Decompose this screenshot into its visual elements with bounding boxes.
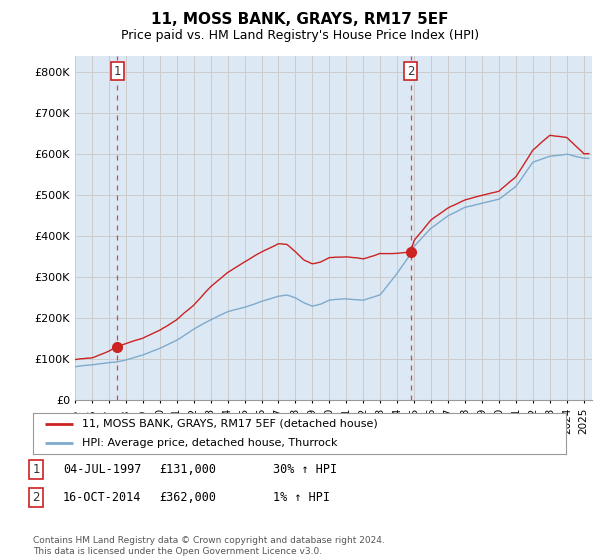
Text: 1% ↑ HPI: 1% ↑ HPI (273, 491, 330, 505)
Text: 2: 2 (407, 64, 415, 78)
Text: 11, MOSS BANK, GRAYS, RM17 5EF: 11, MOSS BANK, GRAYS, RM17 5EF (151, 12, 449, 27)
Text: 1: 1 (113, 64, 121, 78)
Text: 1: 1 (32, 463, 40, 477)
Text: 16-OCT-2014: 16-OCT-2014 (63, 491, 142, 505)
Text: 11, MOSS BANK, GRAYS, RM17 5EF (detached house): 11, MOSS BANK, GRAYS, RM17 5EF (detached… (82, 419, 378, 429)
Text: Contains HM Land Registry data © Crown copyright and database right 2024.
This d: Contains HM Land Registry data © Crown c… (33, 536, 385, 556)
Text: HPI: Average price, detached house, Thurrock: HPI: Average price, detached house, Thur… (82, 438, 338, 448)
Text: 04-JUL-1997: 04-JUL-1997 (63, 463, 142, 477)
Text: £131,000: £131,000 (159, 463, 216, 477)
Text: 2: 2 (32, 491, 40, 505)
Text: Price paid vs. HM Land Registry's House Price Index (HPI): Price paid vs. HM Land Registry's House … (121, 29, 479, 42)
Text: £362,000: £362,000 (159, 491, 216, 505)
Text: 30% ↑ HPI: 30% ↑ HPI (273, 463, 337, 477)
